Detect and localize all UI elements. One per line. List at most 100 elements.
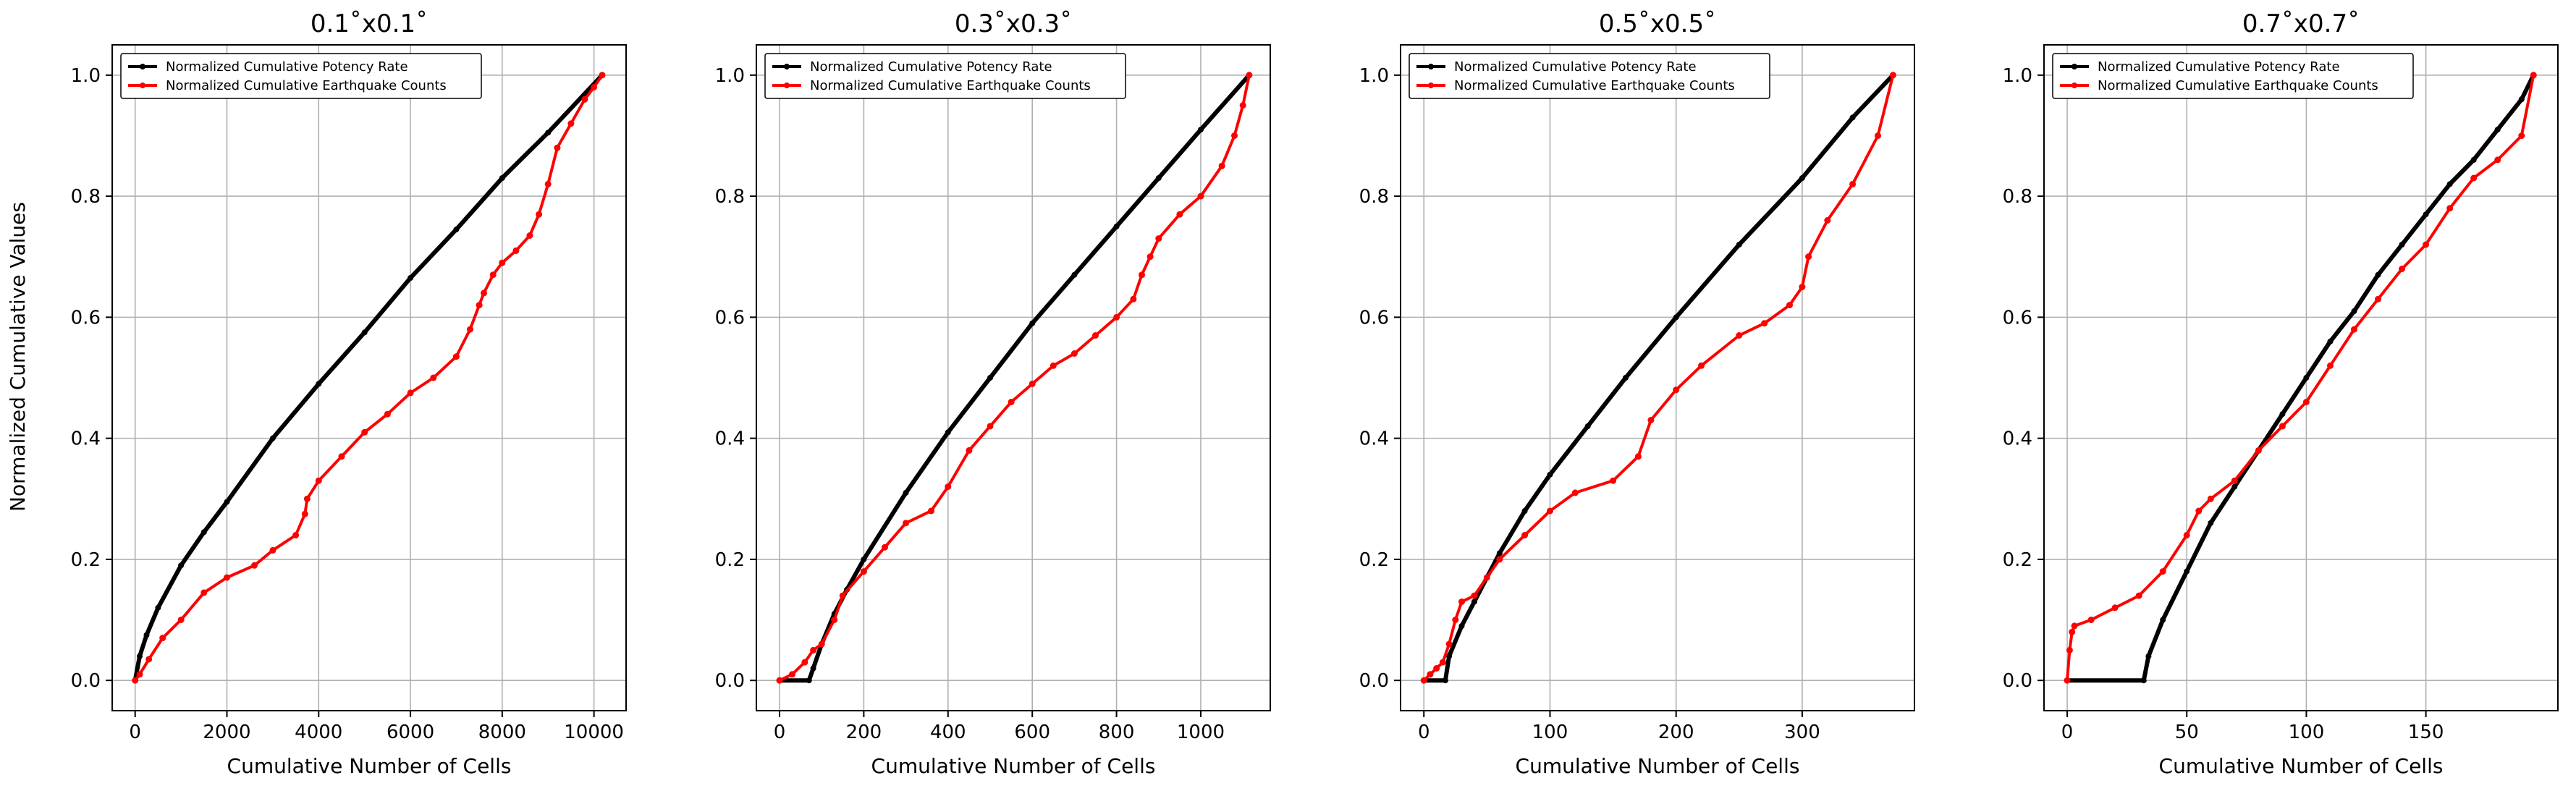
data-point xyxy=(407,389,414,397)
data-point xyxy=(2159,568,2166,575)
data-point xyxy=(1634,453,1642,460)
legend-counts-marker xyxy=(784,83,790,88)
x-tick-label: 0 xyxy=(2061,722,2074,743)
subplot-0-xlabel: Cumulative Number of Cells xyxy=(227,754,512,778)
data-point xyxy=(2279,423,2286,430)
data-point xyxy=(526,232,533,239)
x-tick-label: 400 xyxy=(930,722,966,743)
data-point xyxy=(806,677,812,684)
data-point xyxy=(987,375,993,381)
series-line xyxy=(777,72,1251,683)
y-tick-label: 0.4 xyxy=(71,428,101,450)
x-tick-label: 10000 xyxy=(564,722,624,743)
data-point xyxy=(1050,362,1057,369)
data-point xyxy=(301,510,308,517)
data-point xyxy=(361,329,368,336)
data-point xyxy=(2494,127,2501,133)
subplot-3-series-counts xyxy=(2064,72,2537,684)
data-point xyxy=(224,574,230,581)
legend-potency-label: Normalized Cumulative Potency Rate xyxy=(166,59,408,75)
x-tick-label: 2000 xyxy=(203,722,250,743)
data-point xyxy=(1496,550,1503,557)
data-point xyxy=(1442,677,1448,684)
data-point xyxy=(1610,477,1617,484)
data-point xyxy=(1427,671,1434,678)
y-tick-label: 1.0 xyxy=(715,65,745,87)
data-point xyxy=(1521,532,1529,538)
data-point xyxy=(1446,653,1453,659)
data-point xyxy=(1092,332,1099,339)
data-point xyxy=(810,646,817,653)
y-tick-label: 1.0 xyxy=(1359,65,1389,87)
data-point xyxy=(2071,622,2078,630)
data-point xyxy=(453,227,460,233)
data-point xyxy=(2195,507,2203,515)
legend-counts-label: Normalized Cumulative Earthquake Counts xyxy=(166,78,447,93)
data-point xyxy=(987,423,994,430)
y-tick-label: 0.6 xyxy=(2003,307,2032,329)
data-point xyxy=(1736,242,1742,248)
data-point xyxy=(476,302,483,309)
legend-potency-marker xyxy=(784,64,790,69)
data-point xyxy=(1070,350,1078,357)
data-point xyxy=(1673,314,1679,321)
data-point xyxy=(831,617,838,623)
subplot-3-xlabel: Cumulative Number of Cells xyxy=(2159,754,2444,778)
data-point xyxy=(1452,617,1459,623)
y-tick-label: 0.8 xyxy=(715,186,745,208)
subplot-3: 0 50 100 150 0.0 0.2 0.4 0.6 0.8 1.0 0.7˚x0.7˚ Cu… xyxy=(2003,9,2559,778)
data-point xyxy=(269,546,276,554)
subplot-0-legend: Normalized Cumulative Potency Rate Norma… xyxy=(120,53,482,99)
data-point xyxy=(1130,295,1137,303)
subplot-3-legend: Normalized Cumulative Potency Rate Norma… xyxy=(2052,53,2414,99)
x-tick-label: 150 xyxy=(2408,722,2444,743)
data-point xyxy=(1571,489,1579,496)
data-point xyxy=(143,632,150,638)
subplot-0-title: 0.1˚x0.1˚ xyxy=(311,9,428,38)
data-point xyxy=(2069,628,2076,635)
y-tick-label: 0.4 xyxy=(2003,428,2032,450)
data-point xyxy=(1786,302,1793,309)
data-point xyxy=(789,671,795,678)
data-point xyxy=(1458,622,1465,629)
data-point xyxy=(1231,132,1238,139)
data-point xyxy=(2208,520,2214,526)
data-point xyxy=(810,665,816,672)
data-point xyxy=(903,520,910,527)
legend-potency-marker xyxy=(1428,64,1434,69)
data-point xyxy=(200,589,208,596)
data-point xyxy=(2066,646,2073,653)
data-point xyxy=(945,429,951,436)
data-point xyxy=(1218,162,1225,169)
data-point xyxy=(882,543,888,551)
data-point xyxy=(1471,598,1477,605)
data-point xyxy=(2111,604,2119,612)
x-tick-label: 6000 xyxy=(387,722,434,743)
data-point xyxy=(1176,211,1183,218)
legend-box xyxy=(1409,53,1770,99)
legend-potency-label: Normalized Cumulative Potency Rate xyxy=(810,59,1052,75)
data-point xyxy=(499,259,506,266)
x-tick-label: 1000 xyxy=(1177,722,1225,743)
data-point xyxy=(1547,471,1553,478)
subplot-0-ticks: 0 2000 4000 6000 8000 10000 0.0 0.2 0.4 0.6 0.8 1.0 xyxy=(71,65,624,743)
x-tick-label: 4000 xyxy=(295,722,342,743)
data-point xyxy=(1445,640,1453,648)
x-tick-label: 0 xyxy=(129,722,141,743)
data-point xyxy=(467,326,473,333)
data-point xyxy=(2375,295,2381,303)
subplot-1: 0 200 400 600 800 1000 0.0 0.2 0.4 0.6 0.8 1.0 0.3˚… xyxy=(715,9,1271,778)
data-point xyxy=(903,489,909,496)
data-point xyxy=(407,275,414,281)
y-tick-label: 0.0 xyxy=(71,670,101,692)
y-tick-label: 0.0 xyxy=(715,670,745,692)
y-tick-label: 0.2 xyxy=(2003,549,2032,571)
data-point xyxy=(292,532,300,538)
series-line xyxy=(778,73,1251,682)
data-point xyxy=(801,659,808,666)
x-tick-label: 200 xyxy=(846,722,882,743)
data-point xyxy=(2303,375,2310,381)
data-point xyxy=(2184,568,2190,575)
data-point xyxy=(338,453,345,460)
